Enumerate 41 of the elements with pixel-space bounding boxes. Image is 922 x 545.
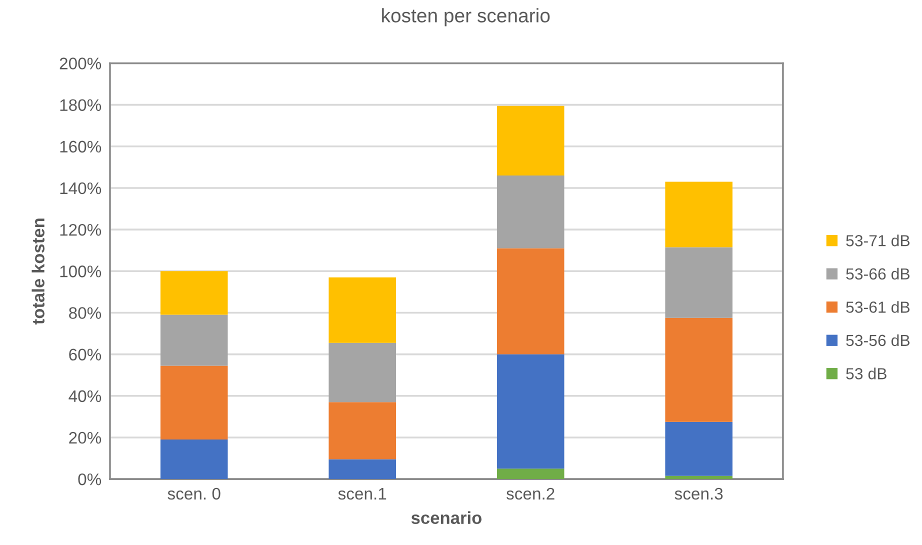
bar [160, 271, 228, 315]
y-tick-label: 40% [68, 390, 102, 402]
x-tick-label: scen. 0 [168, 488, 220, 500]
bar [665, 476, 732, 480]
bar [496, 175, 564, 248]
y-tick-label: 20% [69, 432, 102, 444]
bar [496, 248, 564, 354]
bar [328, 342, 396, 402]
bar [160, 314, 228, 366]
bar [665, 182, 732, 248]
bar [665, 422, 732, 476]
bar [665, 318, 732, 422]
bar [160, 366, 228, 440]
legend-label: 53-56 dB [846, 334, 910, 346]
x-tick-label: scen.2 [506, 488, 554, 500]
y-tick-label: 0% [78, 473, 102, 486]
y-tick-label: 180% [60, 99, 102, 112]
bar [328, 402, 396, 460]
bar [665, 247, 732, 318]
bar [160, 440, 228, 480]
chart-title: kosten per scenario [382, 8, 550, 26]
x-tick-label: scen.1 [338, 488, 386, 500]
legend-label: 53 dB [846, 368, 886, 380]
y-tick-label: 160% [60, 140, 102, 153]
bar [496, 354, 564, 469]
bar [496, 106, 564, 176]
y-tick-label: 80% [69, 307, 102, 319]
y-tick-label: 60% [69, 348, 102, 361]
legend-label: 53-66 dB [846, 268, 910, 280]
y-tick-label: 200% [60, 58, 102, 70]
y-tick-label: 140% [60, 182, 102, 194]
legend-label: 53-61 dB [846, 301, 910, 313]
bar [328, 277, 396, 343]
y-axis-title: totale kosten [32, 218, 44, 324]
x-axis-title: scenario [411, 511, 482, 524]
y-tick-label: 120% [60, 224, 102, 236]
x-tick-label: scen.3 [674, 488, 723, 500]
y-tick-label: 100% [60, 266, 102, 278]
bar [328, 459, 396, 480]
legend-label: 53-71 dB [846, 234, 910, 246]
bar [496, 468, 564, 480]
